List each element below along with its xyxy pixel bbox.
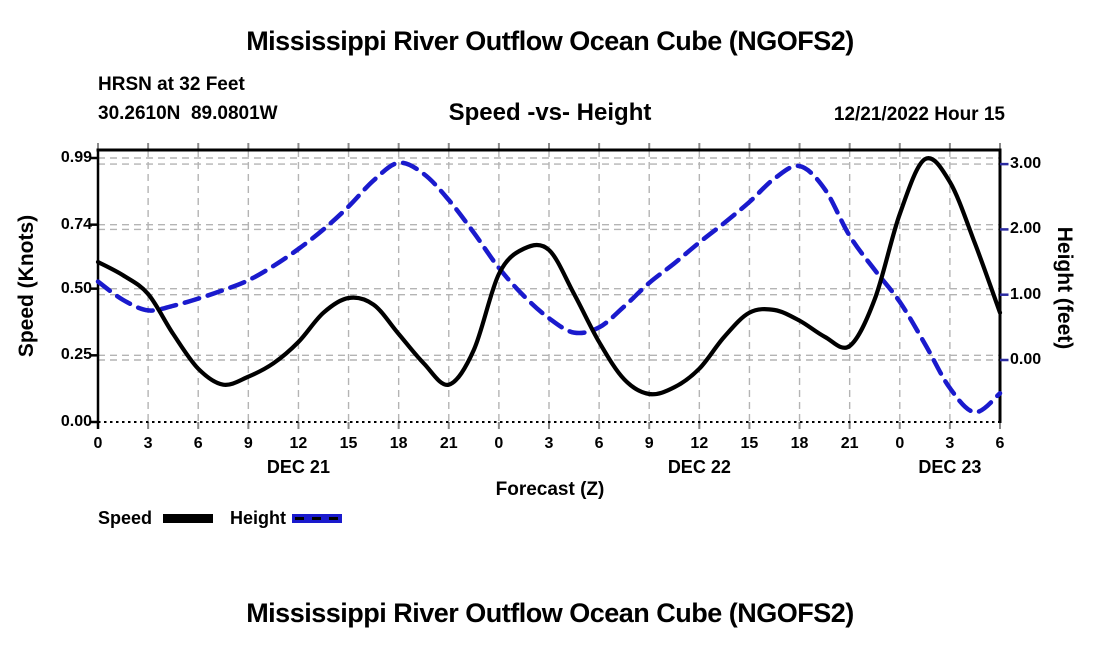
legend-height-label: Height [230,508,286,528]
speed-tick-label: 0.25 [60,346,92,364]
x-tick-label: 3 [945,435,955,452]
height-tick-label: 1.00 [1010,285,1042,303]
x-day-label: DEC 21 [266,457,330,477]
speed-tick-label: 0.50 [60,279,92,297]
x-day-label: DEC 22 [667,457,731,477]
x-tick-label: 18 [790,435,809,452]
speed-tick-label: 0.99 [60,149,92,166]
x-tick-label: 6 [995,435,1005,452]
height-tick-label: 0.00 [1010,351,1042,368]
bottom-chart-title: Mississippi River Outflow Ocean Cube (NG… [246,598,854,628]
height-curve [95,160,1003,415]
x-tick-label: 0 [93,435,103,452]
x-tick-label: 18 [389,435,408,452]
speed-curve [95,156,1003,397]
legend-height-swatch-dashes [295,517,339,520]
x-tick-label: 12 [690,435,709,452]
x-tick-label: 15 [339,435,358,452]
x-tick-label: 0 [494,435,504,452]
forecast-datetime-label: 12/21/2022 Hour 15 [833,104,1005,125]
x-tick-label: 9 [243,435,253,452]
x-tick-label: 15 [740,435,759,452]
x-tick-label: 0 [895,435,905,452]
legend-height-swatch [292,514,342,523]
x-axis-title: Forecast (Z) [495,479,605,500]
legend-speed-swatch [163,514,213,523]
x-tick-label: 21 [439,435,458,452]
speed-tick-label: 0.00 [60,413,92,430]
x-tick-label: 3 [544,435,554,452]
x-tick-label: 21 [840,435,859,452]
x-tick-label: 6 [594,435,604,452]
chart-title: Mississippi River Outflow Ocean Cube (NG… [246,26,854,56]
height-tick-label: 3.00 [1010,155,1042,173]
height-tick-label: 2.00 [1010,220,1042,238]
speed-tick-label: 0.74 [60,215,92,233]
legend-speed-label: Speed [98,508,153,528]
x-tick-label: 3 [143,435,153,452]
x-tick-label: 9 [644,435,654,452]
chart-subtitle: Speed -vs- Height [448,99,652,126]
right-axis-title: Height (feet) [1053,226,1076,350]
coordinates-label: 30.2610N 89.0801W [98,103,278,124]
x-tick-label: 6 [193,435,203,452]
x-day-label: DEC 23 [918,457,982,477]
x-tick-label: 12 [289,435,308,452]
station-label: HRSN at 32 Feet [98,74,245,95]
